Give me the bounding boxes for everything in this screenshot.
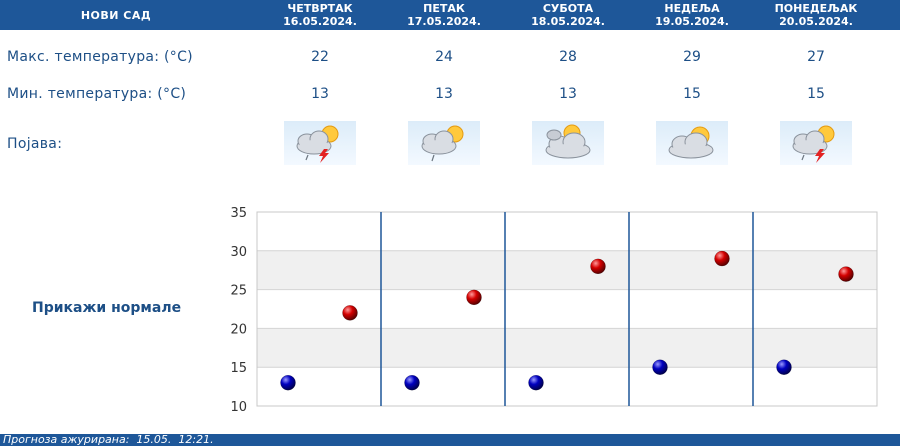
min-temp-point (528, 374, 544, 391)
y-tick-label: 20 (230, 322, 247, 337)
max-temp-label: Макс. температура: (°C) (7, 49, 193, 65)
chart-band (257, 250, 877, 290)
max-temp-value: 22 (311, 49, 329, 65)
max-temp-point (838, 266, 854, 282)
y-tick-label: 10 (230, 400, 247, 415)
day-date: 16.05.2024. (283, 15, 357, 28)
day-header-1: ЧЕТВРТАК 16.05.2024. (258, 2, 382, 28)
show-normals-button[interactable]: Прикажи нормале (32, 300, 182, 316)
max-temp-value: 27 (807, 49, 825, 65)
max-temp-point (714, 250, 730, 267)
city-name: НОВИ САД (80, 8, 152, 22)
footer-bar: Прогноза ажурирана: 15.05. 12:21. (0, 433, 900, 446)
min-temp-value: 13 (435, 86, 453, 102)
forecast-updated-text: Прогноза ажурирана: 15.05. 12:21. (3, 433, 214, 446)
y-tick-label: 30 (230, 245, 247, 260)
chart-band (257, 328, 877, 368)
y-tick-label: 35 (230, 206, 247, 221)
thunderstorm-icon (284, 121, 356, 165)
min-temp-value: 15 (807, 86, 825, 102)
day-header-3: СУБОТА 18.05.2024. (506, 2, 630, 28)
max-temp-point (342, 305, 358, 321)
day-date: 18.05.2024. (531, 15, 605, 28)
min-temp-point (280, 374, 296, 391)
min-temp-value: 13 (311, 86, 329, 102)
y-tick-label: 15 (230, 361, 247, 376)
chart-frame (256, 211, 878, 407)
rain-shower-icon (408, 121, 480, 165)
max-temp-value: 28 (559, 49, 577, 65)
phenomenon-label: Појава: (7, 136, 63, 152)
partly-cloudy-icon (532, 121, 604, 165)
y-tick-label: 25 (230, 284, 247, 299)
max-temp-value: 24 (435, 49, 453, 65)
max-temp-value: 29 (683, 49, 701, 65)
partly-cloudy-icon (656, 121, 728, 165)
day-date: 19.05.2024. (655, 15, 729, 28)
day-name: ЧЕТВРТАК (287, 2, 353, 15)
day-date: 17.05.2024. (407, 15, 481, 28)
day-name: ПОНЕДЕЉАК (774, 2, 858, 15)
min-temp-value: 15 (683, 86, 701, 102)
min-temp-value: 13 (559, 86, 577, 102)
day-header-4: НЕДЕЉА 19.05.2024. (630, 2, 754, 28)
forecast-header (0, 0, 900, 30)
min-temp-label: Мин. температура: (°C) (7, 86, 187, 102)
day-name: НЕДЕЉА (664, 2, 720, 15)
day-date: 20.05.2024. (779, 15, 853, 28)
day-header-2: ПЕТАК 17.05.2024. (382, 2, 506, 28)
thunderstorm-icon (780, 121, 852, 165)
max-temp-point (466, 289, 482, 306)
max-temp-point (590, 258, 606, 275)
min-temp-point (404, 374, 420, 391)
day-name: ПЕТАК (423, 2, 465, 15)
day-name: СУБОТА (542, 2, 594, 15)
min-temp-point (776, 359, 792, 375)
min-temp-point (652, 359, 668, 375)
day-header-5: ПОНЕДЕЉАК 20.05.2024. (754, 2, 878, 28)
